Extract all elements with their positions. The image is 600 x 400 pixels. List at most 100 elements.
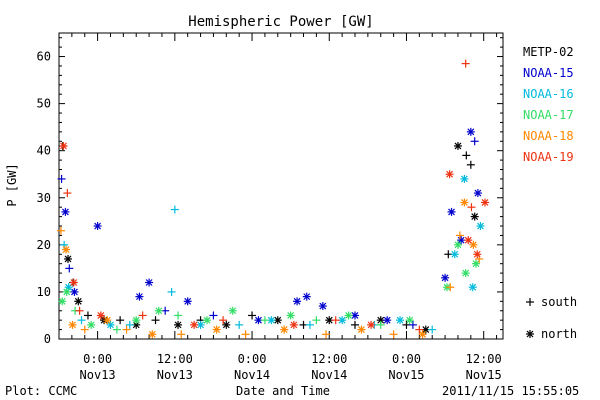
data-point: [80, 325, 89, 334]
data-point: [209, 311, 218, 320]
data-point: [96, 311, 105, 320]
data-point: [61, 207, 70, 216]
data-point: [466, 127, 475, 136]
data-point: [473, 250, 482, 259]
y-tick-label: 40: [37, 144, 51, 158]
x-axis-label: Date and Time: [236, 384, 330, 398]
data-point: [461, 269, 470, 278]
data-point: [212, 325, 221, 334]
marker-legend-label: south: [541, 295, 577, 309]
data-point: [351, 320, 359, 329]
data-point: [445, 170, 454, 179]
data-point: [64, 254, 73, 263]
data-point: [470, 137, 479, 146]
data-point: [145, 278, 154, 287]
data-point: [248, 311, 257, 320]
data-point: [457, 236, 466, 245]
marker-legend-label: north: [541, 327, 577, 341]
data-point: [447, 207, 456, 216]
data-point: [167, 287, 176, 296]
legend-entry: METP-02: [523, 45, 574, 59]
x-tick-date-label: Nov15: [388, 368, 424, 382]
data-point: [480, 198, 489, 207]
data-point: [174, 311, 183, 320]
data-point: [83, 311, 92, 320]
data-point: [450, 250, 459, 259]
data-point: [302, 292, 311, 301]
legend-entry: NOAA-15: [523, 66, 574, 80]
marker-legend-symbol: [526, 298, 534, 306]
data-point: [69, 278, 78, 287]
data-point: [196, 320, 205, 329]
data-point: [344, 311, 353, 320]
data-point: [57, 174, 66, 183]
x-tick-time-label: 12:00: [157, 352, 193, 366]
data-point: [383, 316, 392, 325]
x-tick-time-label: 0:00: [392, 352, 421, 366]
data-point: [190, 320, 199, 329]
data-point: [455, 231, 464, 240]
data-point: [305, 320, 314, 329]
data-point: [148, 330, 157, 339]
y-tick-label: 0: [44, 332, 51, 346]
plot-credit: Plot: CCMC: [5, 384, 77, 398]
y-tick-label: 60: [37, 50, 51, 64]
data-point: [453, 141, 462, 150]
data-point: [138, 311, 147, 320]
x-tick-date-label: Nov13: [157, 368, 193, 382]
legend-entry: NOAA-19: [523, 150, 574, 164]
data-point: [367, 320, 376, 329]
data-point: [331, 316, 340, 325]
data-point: [322, 330, 331, 339]
data-point: [470, 212, 479, 221]
data-point: [112, 325, 121, 334]
legend-entry: NOAA-17: [523, 108, 574, 122]
plot-timestamp: 2011/11/15 15:55:05: [442, 384, 579, 398]
data-point: [222, 320, 231, 329]
x-tick-date-label: Nov14: [311, 368, 347, 382]
y-tick-label: 20: [37, 238, 51, 252]
data-point: [219, 316, 228, 325]
series-legend: METP-02 NOAA-15 NOAA-16 NOAA-17 NOAA-18 NOAA-…: [523, 45, 574, 164]
data-point: [63, 189, 72, 198]
data-point: [125, 320, 134, 329]
data-point: [170, 205, 179, 214]
data-point: [116, 316, 125, 325]
data-point: [408, 320, 417, 329]
data-point: [318, 302, 327, 311]
data-point: [75, 306, 84, 315]
data-point: [154, 306, 163, 315]
x-tick-time-label: 12:00: [311, 352, 347, 366]
data-point: [446, 283, 455, 292]
data-point: [241, 330, 250, 339]
data-point: [122, 325, 131, 334]
legend-entry: NOAA-16: [523, 87, 574, 101]
data-point: [376, 320, 385, 329]
x-tick-date-label: Nov14: [234, 368, 270, 382]
data-point: [396, 316, 405, 325]
y-tick-label: 50: [37, 97, 51, 111]
data-point: [466, 160, 475, 169]
data-point: [462, 151, 471, 160]
data-point: [464, 236, 473, 245]
data-point: [77, 316, 86, 325]
data-point: [62, 245, 71, 254]
marker-legend-symbol: [526, 330, 534, 338]
data-point: [405, 316, 414, 325]
y-tick-label: 30: [37, 191, 51, 205]
data-point: [132, 316, 141, 325]
chart-title: Hemispheric Power [GW]: [188, 14, 373, 30]
data-point: [260, 316, 269, 325]
data-point: [460, 174, 469, 183]
data-point: [103, 316, 112, 325]
x-tick-time-label: 12:00: [466, 352, 502, 366]
plot-frame: [58, 32, 504, 340]
data-point: [151, 316, 160, 325]
data-point: [68, 320, 77, 329]
data-points: [56, 59, 489, 339]
data-point: [471, 259, 480, 268]
data-point: [177, 330, 186, 339]
data-point: [428, 325, 437, 334]
data-point: [418, 330, 427, 339]
